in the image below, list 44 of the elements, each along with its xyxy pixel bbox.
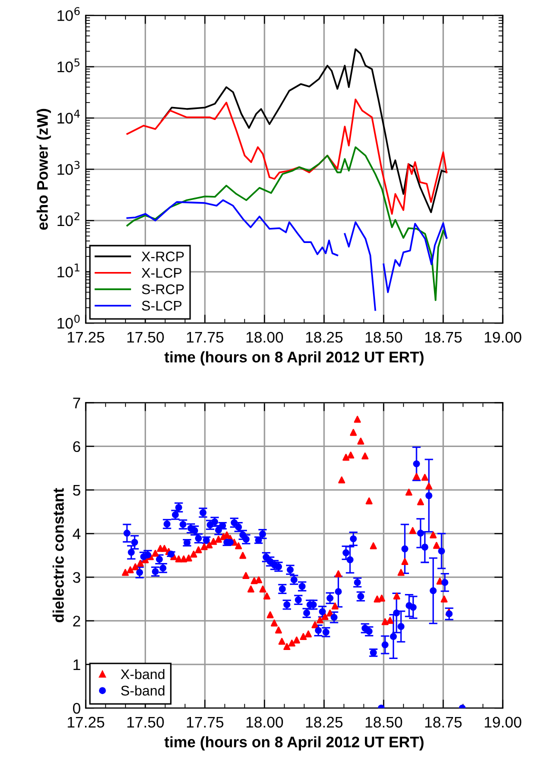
x-tick-label: 18.75 (425, 716, 462, 728)
y-axis-title: dielectric constant (52, 488, 64, 622)
x-tick-label: 18.50 (366, 332, 402, 343)
x-tick-label: 18.00 (246, 716, 283, 728)
legend-label: S-band (121, 685, 164, 696)
y-tick-label: 1 (74, 659, 80, 670)
x-tick-label: 19.00 (484, 716, 522, 728)
legend-label: S-RCP (142, 284, 184, 294)
y-tick-label: 10$^{2}$ (58, 212, 80, 226)
line-series (160, 48, 448, 214)
y-tick-label: 10$^{6}$ (58, 7, 80, 22)
line-series (126, 146, 448, 302)
line-series (126, 98, 448, 215)
x-tick-label: 17.50 (127, 332, 164, 343)
y-tick-label: 5 (73, 484, 80, 496)
legend-label: S-LCP (142, 300, 182, 311)
x-tick-label: 17.25 (68, 716, 104, 728)
y-tick-label: 10$^{3}$ (58, 160, 80, 175)
legend-label: X-LCP (142, 268, 182, 278)
y-tick-label: 4 (72, 528, 80, 540)
x-tick-label: 18.75 (425, 332, 462, 343)
x-tick-label: 17.75 (186, 716, 224, 728)
x-axis-title: time (hours on 8 April 2012 UT ERT) (164, 736, 424, 750)
legend-label: X-RCP (142, 252, 184, 262)
y-tick-label: 0 (73, 702, 80, 714)
x-tick-label: 17.50 (127, 716, 164, 728)
y-tick-label: 10$^{0}$ (58, 314, 80, 329)
y-tick-label: 7 (73, 398, 80, 408)
x-tick-label: 18.25 (306, 332, 343, 343)
legend-label: X-band (120, 668, 164, 680)
x-tick-label: 18.25 (306, 716, 343, 728)
y-tick-label: 2 (73, 616, 80, 626)
x-axis-title: time (hours on 8 April 2012 UT ERT) (164, 351, 424, 366)
y-tick-label: 10$^{4}$ (58, 110, 80, 124)
x-tick-label: 17.75 (186, 332, 224, 343)
y-axis-title: echo Power (zW) (36, 108, 51, 230)
y-tick-label: 3 (72, 572, 80, 583)
x-tick-label: 19.00 (484, 332, 522, 343)
y-tick-label: 6 (73, 441, 80, 452)
x-tick-label: 17.25 (68, 332, 104, 343)
y-tick-label: 10$^{5}$ (58, 58, 80, 72)
y-tick-label: 10$^{1}$ (58, 264, 80, 278)
x-tick-label: 18.00 (246, 332, 283, 343)
x-tick-label: 18.50 (366, 716, 402, 728)
